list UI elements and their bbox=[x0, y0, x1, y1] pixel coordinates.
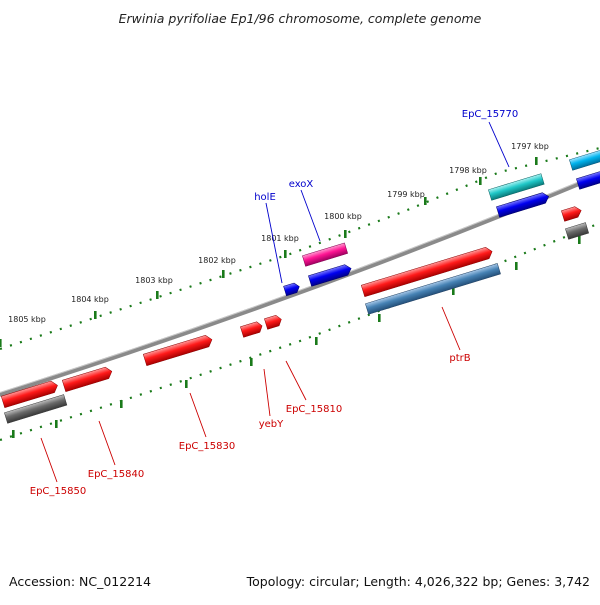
ruler-tick-major bbox=[452, 287, 455, 295]
leader-yeb-y bbox=[263, 368, 271, 417]
gene-label-hol-e[interactable]: holE bbox=[254, 192, 276, 203]
leader-ep-c-15850 bbox=[40, 437, 58, 483]
ruler-tick-major bbox=[378, 314, 381, 322]
ruler-label-1800: 1800 kbp bbox=[324, 212, 362, 221]
ruler-tick-major bbox=[578, 236, 581, 244]
leader-exo-x bbox=[300, 189, 321, 242]
gene-bar-gray-right[interactable] bbox=[565, 222, 590, 240]
leader-ep-c-15830 bbox=[189, 392, 207, 438]
gene-bar-exo-x[interactable] bbox=[302, 242, 348, 267]
inner-ruler bbox=[0, 221, 600, 442]
gene-arrow-ep-c-15840[interactable] bbox=[61, 366, 113, 393]
gene-bar-skyblue[interactable] bbox=[569, 147, 600, 171]
ruler-label-1803: 1803 kbp bbox=[135, 276, 173, 285]
ruler-label-1804: 1804 kbp bbox=[71, 295, 109, 304]
ruler-tick-major bbox=[94, 311, 97, 319]
ruler-label-1799: 1799 kbp bbox=[387, 190, 425, 199]
gene-arrow-blue-right[interactable] bbox=[496, 191, 550, 218]
ruler-tick-major bbox=[515, 262, 518, 270]
gene-bar-ptr-b-steel[interactable] bbox=[365, 263, 501, 315]
gene-label-ptr-b[interactable]: ptrB bbox=[449, 353, 470, 364]
leader-ep-c-15810 bbox=[285, 360, 307, 401]
gene-arrow-hol-e[interactable] bbox=[283, 282, 301, 297]
gene-label-ep-c-15770[interactable]: EpC_15770 bbox=[462, 109, 518, 120]
map-title: Erwinia pyrifoliae Ep1/96 chromosome, co… bbox=[119, 11, 482, 26]
leader-lines bbox=[40, 121, 510, 483]
gene-labels: holE exoX EpC_15770 ptrB EpC_15810 yebY … bbox=[30, 109, 518, 497]
ruler-tick-major bbox=[284, 250, 287, 258]
gene-bar-gray-left[interactable] bbox=[4, 394, 68, 424]
ruler-tick-major bbox=[424, 197, 427, 205]
gene-features bbox=[0, 147, 600, 424]
ruler-label-1797: 1797 kbp bbox=[511, 142, 549, 151]
ruler-tick-major bbox=[315, 337, 318, 345]
ruler-label-1798: 1798 kbp bbox=[449, 166, 487, 175]
gene-arrow-yeb-y[interactable] bbox=[240, 321, 263, 338]
gene-bar-ep-c-15770[interactable] bbox=[488, 173, 545, 201]
ruler-tick-major bbox=[0, 339, 2, 347]
ruler-label-1805: 1805 kbp bbox=[8, 315, 46, 324]
ruler-label-1802: 1802 kbp bbox=[198, 256, 236, 265]
gene-label-ep-c-15850[interactable]: EpC_15850 bbox=[30, 486, 86, 497]
ruler-tick-major bbox=[344, 230, 347, 238]
ruler-tick-major bbox=[250, 358, 253, 366]
gene-arrow-blue-mid[interactable] bbox=[308, 263, 352, 287]
ruler-tick-major bbox=[120, 400, 123, 408]
gene-label-ep-c-15810[interactable]: EpC_15810 bbox=[286, 404, 342, 415]
ruler-tick-major bbox=[535, 157, 538, 165]
gene-arrow-red-edge[interactable] bbox=[561, 205, 582, 222]
gene-arrow-ptr-b[interactable] bbox=[360, 246, 494, 298]
ruler-tick-major bbox=[185, 380, 188, 388]
gene-label-ep-c-15830[interactable]: EpC_15830 bbox=[179, 441, 235, 452]
ruler-tick-major bbox=[479, 177, 482, 185]
ruler-tick-major bbox=[156, 291, 159, 299]
gene-label-exo-x[interactable]: exoX bbox=[289, 179, 314, 190]
ruler-tick-major bbox=[222, 270, 225, 278]
leader-ptr-b bbox=[441, 306, 461, 351]
gene-arrow-ep-c-15830[interactable] bbox=[142, 334, 213, 367]
gene-arrow-ep-c-15810[interactable] bbox=[264, 314, 283, 330]
ruler-labels: 1805 kbp 1804 kbp 1803 kbp 1802 kbp 1801… bbox=[8, 142, 549, 324]
ruler-label-1801: 1801 kbp bbox=[261, 234, 299, 243]
gene-label-yeb-y[interactable]: yebY bbox=[259, 419, 284, 430]
ruler-tick-major bbox=[12, 430, 15, 438]
ruler-tick-major bbox=[55, 420, 58, 428]
gene-label-ep-c-15840[interactable]: EpC_15840 bbox=[88, 469, 144, 480]
outer-ruler bbox=[0, 146, 600, 351]
gene-arrow-blue-edge[interactable] bbox=[576, 169, 600, 190]
leader-hol-e bbox=[265, 202, 283, 284]
accession-text: Accession: NC_012214 bbox=[9, 574, 151, 589]
leader-ep-c-15770 bbox=[488, 121, 510, 168]
topology-text: Topology: circular; Length: 4,026,322 bp… bbox=[246, 574, 590, 589]
gene-arrow-ep-c-15850[interactable] bbox=[0, 380, 59, 409]
leader-ep-c-15840 bbox=[98, 420, 116, 466]
